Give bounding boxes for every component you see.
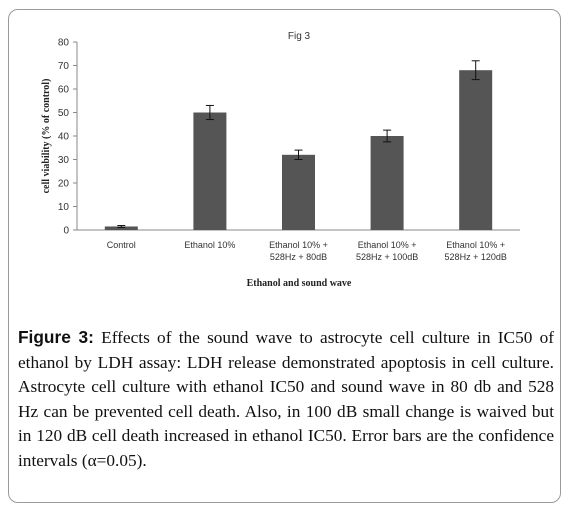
x-tick-label: 528Hz + 80dB: [270, 252, 327, 262]
y-tick-label: 60: [58, 85, 70, 96]
caption-text: Effects of the sound wave to astrocyte c…: [18, 328, 555, 470]
figure-caption: Figure 3: Effects of the sound wave to a…: [18, 325, 554, 474]
y-tick-label: 30: [58, 155, 70, 166]
bar: [370, 136, 404, 230]
x-tick-label: Ethanol 10%: [184, 240, 235, 250]
y-tick-label: 50: [58, 108, 70, 119]
bar: [282, 154, 315, 230]
x-tick-label: Control: [107, 240, 136, 250]
x-tick-label: Ethanol 10% +: [446, 240, 505, 250]
bar: [193, 112, 227, 230]
y-tick-label: 0: [63, 226, 69, 237]
y-tick-label: 70: [58, 61, 70, 72]
x-tick-label: 528Hz + 100dB: [356, 252, 418, 262]
bar: [459, 70, 493, 230]
y-tick-label: 10: [58, 202, 70, 213]
x-tick-label: Ethanol 10% +: [269, 240, 328, 250]
x-axis-label: Ethanol and sound wave: [247, 278, 352, 289]
caption-label: Figure 3:: [18, 327, 94, 347]
bar: [104, 226, 138, 230]
bar-chart: Fig 3 0 10 20 30 40 50 60 70 80 cell viability (% …: [41, 31, 520, 289]
y-tick-label: 40: [58, 132, 70, 143]
chart-title: Fig 3: [288, 31, 311, 42]
x-tick-label: 528Hz + 120dB: [445, 252, 507, 262]
x-tick-label: Ethanol 10% +: [358, 240, 417, 250]
y-axis-label: cell viability (% of control): [41, 79, 52, 194]
y-tick-label: 20: [58, 179, 70, 190]
y-tick-label: 80: [58, 38, 70, 49]
